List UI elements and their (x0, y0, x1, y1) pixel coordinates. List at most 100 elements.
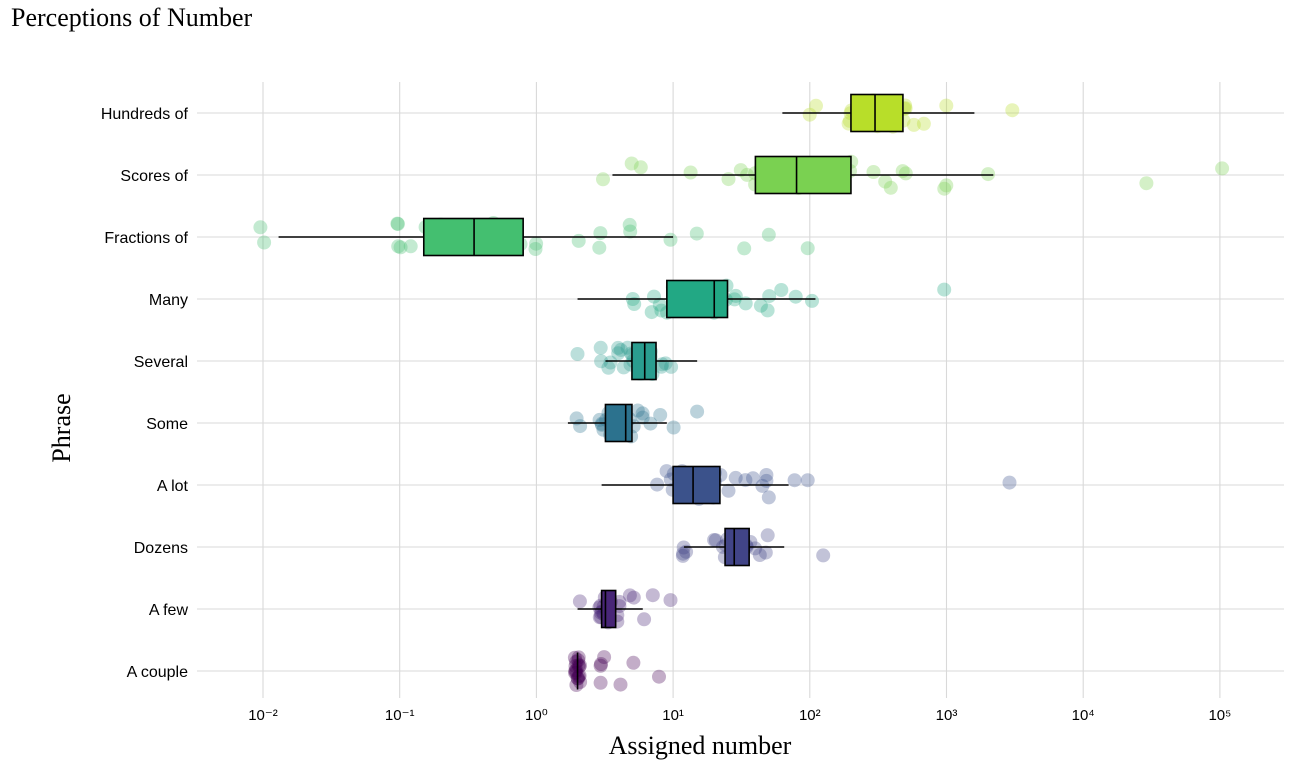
data-point (690, 404, 705, 419)
data-point (637, 612, 652, 627)
data-point (597, 650, 612, 665)
data-point (593, 226, 608, 241)
data-point (571, 233, 586, 248)
data-point (616, 360, 631, 375)
data-point (569, 663, 584, 678)
data-point (676, 540, 691, 555)
data-point (746, 471, 760, 486)
data-point (708, 533, 723, 548)
category-label: Hundreds of (101, 106, 189, 123)
data-point (569, 678, 584, 692)
x-tick-label: 10¹ (662, 707, 684, 724)
data-point (800, 241, 815, 256)
x-axis-title: Assigned number (609, 731, 792, 760)
data-point (663, 593, 678, 608)
data-point (647, 289, 661, 304)
box (850, 93, 904, 133)
data-point (635, 410, 650, 425)
category-label: A lot (157, 478, 189, 495)
x-tick-label: 10⁻² (248, 707, 278, 724)
y-tick-labels: Hundreds of Scores of Fractions of Many Seve… (101, 106, 189, 681)
data-point (939, 98, 954, 113)
data-point (937, 282, 952, 297)
data-point (569, 411, 584, 426)
data-point (707, 533, 722, 547)
chart-title: Perceptions of Number (11, 3, 253, 32)
data-point (653, 408, 668, 422)
data-point (633, 160, 648, 175)
data-point (573, 658, 587, 673)
data-point (1005, 103, 1020, 118)
box (600, 589, 617, 629)
data-point (626, 655, 641, 670)
data-point (626, 590, 641, 605)
data-point (594, 657, 608, 671)
box (724, 527, 750, 567)
data-point (645, 588, 660, 603)
data-point (802, 107, 817, 122)
data-point (774, 283, 789, 297)
data-point (761, 227, 776, 242)
category-label: Many (149, 292, 188, 309)
data-point (611, 340, 626, 355)
data-point (601, 360, 616, 375)
data-point (761, 490, 776, 505)
data-point (800, 473, 815, 488)
data-point (654, 303, 669, 318)
data-point (568, 663, 583, 678)
x-tick-label: 10⁵ (1208, 707, 1231, 724)
data-point (1215, 161, 1230, 176)
data-point (635, 406, 650, 421)
data-point (748, 541, 763, 556)
data-point (630, 403, 645, 418)
data-point (652, 297, 667, 312)
data-point (738, 473, 753, 488)
data-point (622, 588, 637, 603)
data-point (816, 548, 831, 563)
box (754, 155, 852, 195)
data-point (809, 98, 823, 113)
data-point (603, 355, 618, 370)
data-point (878, 174, 893, 189)
data-point (570, 347, 585, 361)
data-point (571, 650, 586, 665)
data-point (567, 650, 582, 665)
box (604, 403, 633, 443)
y-axis-title: Phrase (47, 393, 76, 462)
data-point (569, 654, 584, 669)
data-point (390, 217, 405, 231)
data-point (759, 468, 774, 482)
data-point (676, 546, 691, 561)
x-tick-label: 10³ (936, 707, 958, 724)
data-point (571, 669, 586, 684)
data-point (390, 216, 405, 231)
y-gridlines (197, 112, 1284, 672)
data-point (760, 303, 775, 318)
data-point (755, 478, 770, 493)
data-point (906, 117, 921, 132)
data-point (883, 180, 898, 195)
data-point (788, 289, 803, 304)
data-point (728, 470, 743, 485)
box (672, 465, 721, 505)
data-point (572, 594, 587, 609)
data-point (569, 665, 584, 680)
data-point (403, 239, 418, 254)
data-point (1139, 176, 1154, 191)
data-point (596, 172, 610, 187)
category-label: Dozens (134, 540, 188, 557)
data-point (866, 165, 881, 179)
data-point (663, 232, 678, 247)
data-point (593, 675, 608, 690)
data-point (624, 156, 639, 171)
data-point (664, 359, 679, 374)
data-point (654, 359, 669, 374)
data-point (529, 236, 544, 251)
data-point (1002, 475, 1017, 490)
data-point (758, 545, 773, 560)
box (666, 279, 729, 319)
data-point (937, 181, 952, 196)
data-point (593, 340, 608, 355)
data-point (675, 548, 690, 563)
